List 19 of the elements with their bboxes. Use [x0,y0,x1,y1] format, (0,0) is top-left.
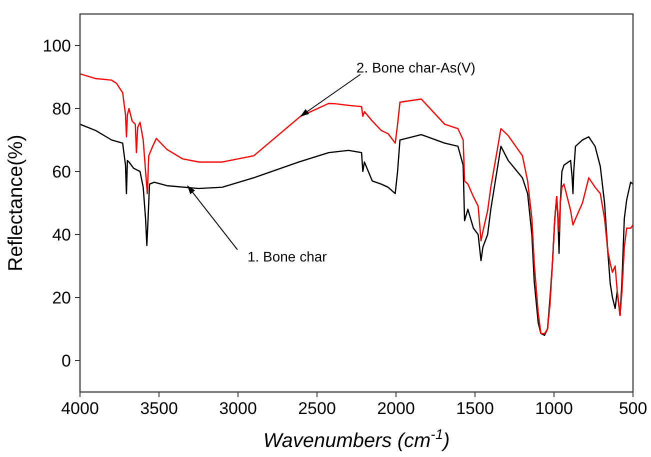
annotation: 1. Bone char [247,248,328,265]
annotation: 2. Bone char-As(V) [356,59,476,76]
x-tick-label: 1500 [456,399,494,418]
x-tick-label: 1000 [535,399,573,418]
y-tick-label: 80 [52,99,71,118]
y-tick-label: 20 [52,288,71,308]
y-tick-label: 100 [42,36,71,56]
x-axis-title: Wavenumbers (cm$^{-1}$) [263,426,450,452]
y-tick-label: 0 [62,351,71,370]
x-tick-label: 3500 [140,399,178,418]
x-tick-label: 3000 [219,399,257,418]
x-tick-label: 2000 [377,399,415,418]
x-tick-label: 2500 [298,399,336,418]
y-tick-label: 60 [52,162,71,182]
x-tick-label: 500 [618,399,648,418]
line-series [80,124,633,336]
y-axis-title: Reflectance(%) [5,134,27,272]
y-tick-label: 40 [52,225,71,244]
x-tick-label: 4000 [61,399,99,418]
